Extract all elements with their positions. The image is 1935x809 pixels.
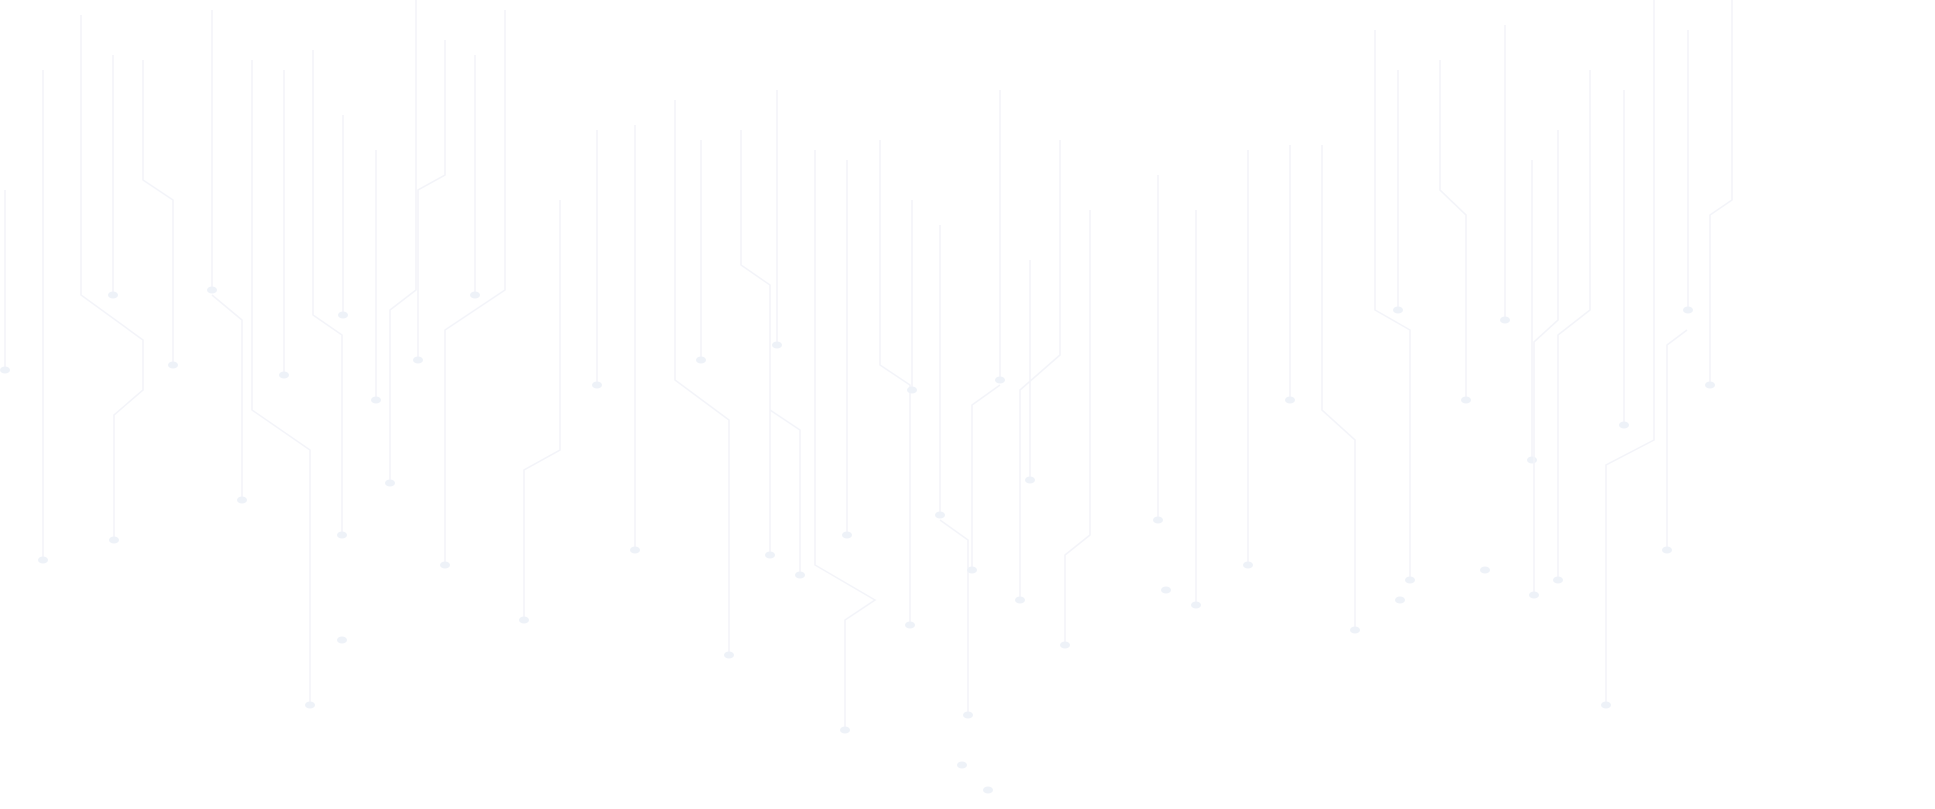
- circuit-node: [765, 551, 775, 559]
- circuit-trace: [142, 60, 174, 365]
- circuit-trace: [1709, 0, 1733, 385]
- circuit-node: [1393, 306, 1403, 314]
- circuit-node: [305, 701, 315, 709]
- circuit-node: [630, 546, 640, 554]
- circuit-trace: [444, 10, 506, 565]
- circuit-node: [983, 786, 993, 794]
- circuit-node: [1015, 596, 1025, 604]
- circuit-node: [935, 511, 945, 519]
- circuit-node: [168, 361, 178, 369]
- circuit-node: [957, 761, 967, 769]
- circuit-node: [1461, 396, 1471, 404]
- circuit-node: [1683, 306, 1693, 314]
- circuit-node: [385, 479, 395, 487]
- circuit-trace: [1666, 329, 1688, 550]
- circuit-node: [108, 291, 118, 299]
- circuit-node: [967, 566, 977, 574]
- circuit-trace: [1605, 0, 1655, 705]
- circuit-trace: [814, 150, 877, 730]
- circuit-node: [724, 651, 734, 659]
- circuit-node: [440, 561, 450, 569]
- circuit-node: [38, 556, 48, 564]
- circuit-node: [592, 381, 602, 389]
- circuit-node: [279, 371, 289, 379]
- circuit-trace: [1439, 60, 1467, 400]
- circuit-trace: [879, 140, 911, 625]
- circuit-trace: [769, 409, 801, 575]
- circuit-node: [1553, 576, 1563, 584]
- circuit-node: [1500, 316, 1510, 324]
- circuit-node: [413, 356, 423, 364]
- circuit-node: [207, 286, 217, 294]
- circuit-trace: [1064, 210, 1091, 645]
- circuit-trace: [740, 130, 771, 555]
- circuit-node: [337, 636, 347, 644]
- circuit-trace: [312, 50, 343, 535]
- circuit-trace: [389, 0, 417, 483]
- circuit-node: [1601, 701, 1611, 709]
- circuit-trace: [417, 40, 446, 360]
- circuit-node: [337, 531, 347, 539]
- circuit-trace: [1374, 30, 1411, 580]
- circuit-trace: [939, 519, 969, 715]
- circuit-node: [1285, 396, 1295, 404]
- circuit-node: [1161, 586, 1171, 594]
- circuit-node: [840, 726, 850, 734]
- circuit-node: [905, 621, 915, 629]
- circuit-node: [1619, 421, 1629, 429]
- circuit-node: [1025, 476, 1035, 484]
- circuit-node: [1060, 641, 1070, 649]
- circuit-trace: [523, 200, 561, 620]
- circuit-trace: [1533, 130, 1559, 595]
- circuit-node: [1395, 596, 1405, 604]
- circuit-node: [1705, 381, 1715, 389]
- circuit-trace: [251, 60, 311, 705]
- circuit-node: [696, 356, 706, 364]
- circuit-node: [1350, 626, 1360, 634]
- circuit-node: [1153, 516, 1163, 524]
- circuit-node: [1480, 566, 1490, 574]
- circuit-trace: [1557, 70, 1591, 580]
- circuit-node: [0, 366, 10, 374]
- circuit-node: [772, 341, 782, 349]
- circuit-node: [1527, 456, 1537, 464]
- circuit-node: [519, 616, 529, 624]
- circuit-node: [842, 531, 852, 539]
- circuit-node: [371, 396, 381, 404]
- circuit-node: [795, 571, 805, 579]
- circuit-node: [1662, 546, 1672, 554]
- circuit-trace: [674, 100, 730, 655]
- circuit-trace: [1321, 145, 1356, 630]
- circuit-node: [1405, 576, 1415, 584]
- circuit-node: [237, 496, 247, 504]
- circuit-trace: [1019, 140, 1061, 600]
- circuit-node: [1191, 601, 1201, 609]
- circuit-node: [1529, 591, 1539, 599]
- circuit-node: [907, 386, 917, 394]
- circuit-node: [470, 291, 480, 299]
- circuit-node: [963, 711, 973, 719]
- circuit-node: [1243, 561, 1253, 569]
- circuit-trace: [971, 384, 1001, 570]
- circuit-node: [338, 311, 348, 319]
- circuit-trace: [80, 15, 144, 540]
- circuit-trace: [211, 294, 243, 500]
- circuit-node: [995, 376, 1005, 384]
- circuit-node: [109, 536, 119, 544]
